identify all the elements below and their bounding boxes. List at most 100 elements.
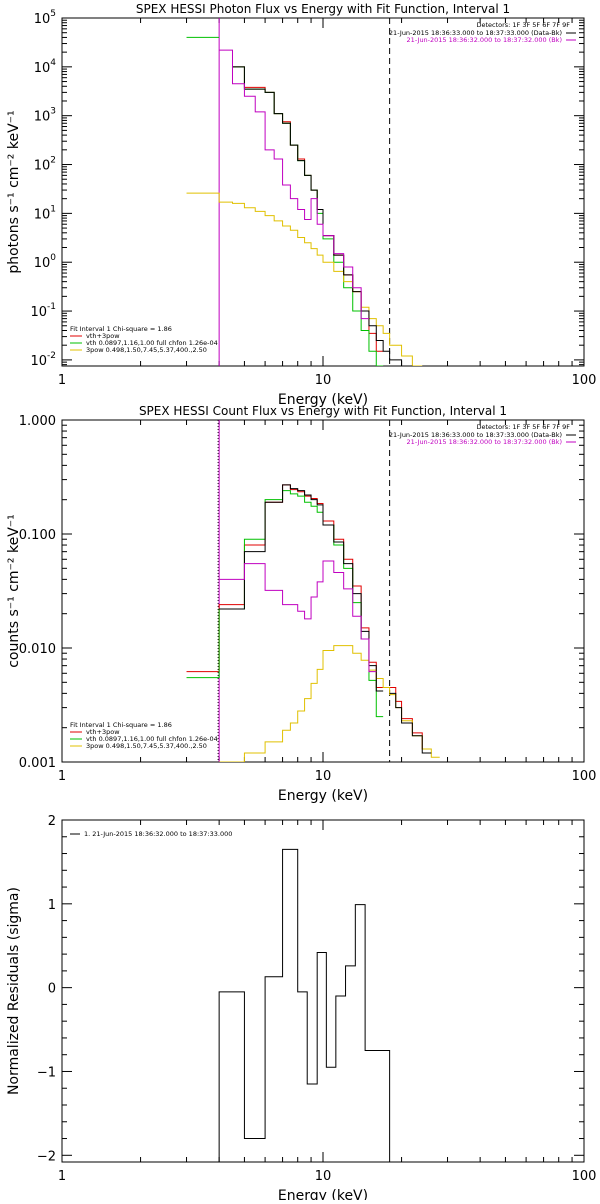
x-axis-ticks: 1 10 100 xyxy=(58,18,597,388)
series-line xyxy=(186,36,384,366)
series-3pow xyxy=(219,645,440,762)
series-line xyxy=(219,49,369,320)
series-data-bk xyxy=(219,484,432,754)
series-3pow xyxy=(186,192,423,366)
y-tick-base: 10 xyxy=(34,159,51,174)
y-axis-label: photons s⁻¹ cm⁻² keV⁻¹ xyxy=(6,110,22,273)
panel-2: SPEX HESSI Count Flux vs Energy with Fit… xyxy=(6,404,596,804)
time-range-label: 21-Jun-2015 18:36:32.000 to 18:37:32.000… xyxy=(407,36,562,44)
y-tick-base: 10 xyxy=(34,12,51,27)
y-tick-label: 105 xyxy=(34,9,56,27)
series-vth xyxy=(186,36,384,366)
y-tick-label: 103 xyxy=(34,107,56,125)
legend-label: vth+3pow xyxy=(86,332,120,340)
x-tick-label: 10 xyxy=(315,373,332,388)
x-axis-label: Energy (keV) xyxy=(278,1188,368,1200)
y-tick-label: 1.000 xyxy=(19,414,56,429)
y-tick-base: 10 xyxy=(30,354,47,369)
x-axis-label: Energy (keV) xyxy=(278,392,368,408)
time-range-label: 21-Jun-2015 18:36:33.000 to 18:37:33.000… xyxy=(389,431,562,439)
y-tick-label: 104 xyxy=(34,58,57,76)
y-tick-exponent: 0 xyxy=(50,253,56,263)
plot-frame xyxy=(61,819,585,1163)
y-tick-exponent: -2 xyxy=(47,351,56,361)
series-bk xyxy=(219,49,369,320)
y-axis-ticks: 0.001 0.010 0.100 1.000 xyxy=(19,414,584,771)
series-line xyxy=(186,490,384,718)
series-line xyxy=(219,560,377,673)
series-line xyxy=(232,66,413,366)
x-axis-ticks: 1 10 100 xyxy=(58,420,597,784)
x-axis-label: Energy (keV) xyxy=(278,788,368,804)
y-tick-base: 10 xyxy=(34,256,51,271)
y-axis-label: counts s⁻¹ cm⁻² keV⁻¹ xyxy=(6,514,22,668)
time-range-label: 21-Jun-2015 18:36:33.000 to 18:37:33.000… xyxy=(389,29,562,37)
plot-frame xyxy=(61,17,585,367)
y-tick-label: 100 xyxy=(34,253,57,271)
plot-frame xyxy=(61,419,585,763)
legend-label: vth+3pow xyxy=(86,728,120,736)
y-tick-label: 2 xyxy=(48,814,56,829)
plot-area xyxy=(186,420,440,762)
series-line xyxy=(219,645,440,762)
legend-label: 3pow 0.498,1.50,7.45,5.37,400.,2.50 xyxy=(86,742,207,750)
x-tick-label: 100 xyxy=(572,1169,597,1184)
fit-header: Fit Interval 1 Chi-square = 1.86 xyxy=(70,325,172,333)
series-vth xyxy=(186,490,384,718)
y-tick-exponent: 5 xyxy=(50,9,56,19)
y-tick-base: 10 xyxy=(34,110,51,125)
y-tick-label: −2 xyxy=(37,1149,56,1164)
detectors-label: Detectors: 1F 3F 5F 6F 7F 9F xyxy=(476,21,570,29)
plot-area xyxy=(186,18,423,366)
x-tick-label: 1 xyxy=(58,1169,66,1184)
y-tick-label: 0.001 xyxy=(19,756,56,771)
y-axis-label: Normalized Residuals (sigma) xyxy=(6,887,22,1095)
y-tick-label: 0.010 xyxy=(19,642,56,657)
y-tick-exponent: 2 xyxy=(50,156,56,166)
x-tick-label: 10 xyxy=(315,1169,332,1184)
series-vth-3pow xyxy=(186,484,432,750)
legend-label: vth 0.0897,1.16,1.00 full chfon 1.26e-04 xyxy=(86,339,218,347)
series-bk xyxy=(219,560,377,673)
y-tick-exponent: 3 xyxy=(50,107,56,117)
time-range-label: 21-Jun-2015 18:36:32.000 to 18:37:32.000… xyxy=(407,438,562,446)
fit-header: Fit Interval 1 Chi-square = 1.86 xyxy=(70,721,172,729)
y-tick-label: 0.100 xyxy=(19,528,56,543)
y-tick-base: 10 xyxy=(34,61,51,76)
y-tick-label: 102 xyxy=(34,156,56,174)
y-tick-label: 0 xyxy=(48,982,56,997)
x-tick-label: 100 xyxy=(572,373,597,388)
x-tick-label: 1 xyxy=(58,373,66,388)
plot-area xyxy=(218,848,391,1162)
legend-label: vth 0.0897,1.16,1.00 full chfon 1.26e-04 xyxy=(86,735,218,743)
series-line xyxy=(219,484,432,754)
y-tick-exponent: 4 xyxy=(50,58,56,68)
y-tick-exponent: 1 xyxy=(50,204,56,214)
series-residuals xyxy=(218,848,391,1162)
series-data-bk xyxy=(232,66,413,366)
y-axis-ticks: 2 1 0 −1 −2 xyxy=(37,814,584,1164)
x-tick-label: 100 xyxy=(572,769,597,784)
series-line xyxy=(186,484,432,750)
y-tick-label: 1 xyxy=(48,898,56,913)
detectors-label: Detectors: 1F 3F 5F 6F 7F 9F xyxy=(476,423,570,431)
y-tick-label: 10-2 xyxy=(30,351,56,369)
x-axis-ticks: 1 10 100 xyxy=(58,820,597,1184)
panel-1: SPEX HESSI Photon Flux vs Energy with Fi… xyxy=(6,2,596,408)
series-line xyxy=(218,848,391,1162)
residual-legend-label: 1. 21-Jun-2015 18:36:32.000 to 18:37:33.… xyxy=(84,830,232,838)
chart-title: SPEX HESSI Count Flux vs Energy with Fit… xyxy=(139,404,507,418)
chart-title: SPEX HESSI Photon Flux vs Energy with Fi… xyxy=(136,2,510,16)
y-tick-base: 10 xyxy=(30,305,47,320)
y-tick-label: 101 xyxy=(34,204,56,222)
y-tick-label: 10-1 xyxy=(30,302,56,320)
y-tick-exponent: -1 xyxy=(47,302,56,312)
x-tick-label: 10 xyxy=(315,769,332,784)
y-tick-label: −1 xyxy=(37,1065,56,1080)
y-tick-base: 10 xyxy=(34,207,51,222)
legend-label: 3pow 0.498,1.50,7.45,5.37,400.,2.50 xyxy=(86,346,207,354)
